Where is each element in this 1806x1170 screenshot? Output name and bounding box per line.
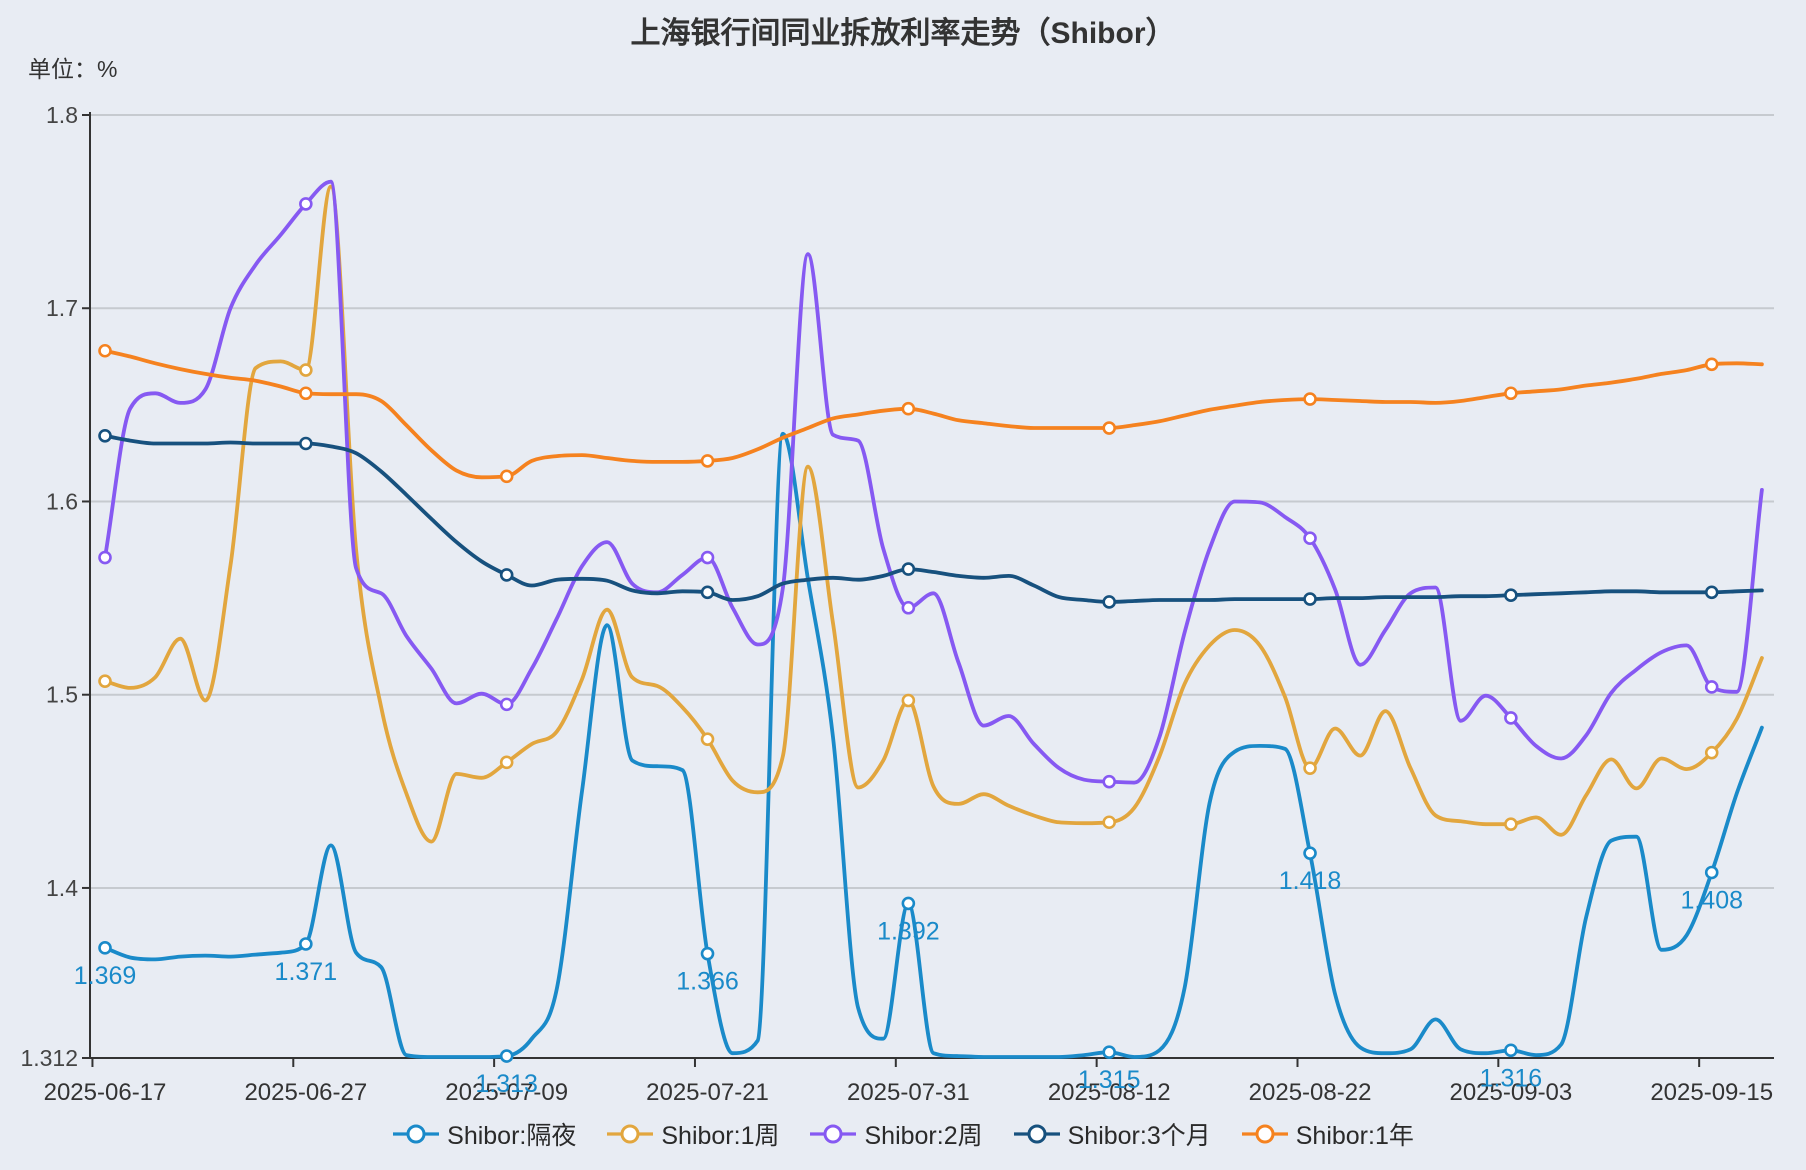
series-marker-Shibor:1周	[1102, 815, 1116, 830]
legend-marker-icon	[607, 1124, 654, 1144]
legend-marker-icon	[393, 1124, 440, 1144]
series-marker-Shibor:2周	[98, 550, 112, 565]
series-marker-Shibor:3个月	[1303, 592, 1317, 606]
series-marker-Shibor:2周	[299, 197, 313, 211]
legend-marker-icon	[810, 1124, 857, 1144]
legend-item-Shibor:2周[interactable]: Shibor:2周	[809, 1116, 983, 1152]
x-axis-label: 2025-08-22	[1249, 1079, 1372, 1106]
x-axis-label: 2025-07-21	[646, 1079, 769, 1106]
series-marker-Shibor:1周	[1704, 745, 1719, 760]
series-marker-Shibor:2周	[700, 550, 715, 565]
series-marker-Shibor:1周	[1303, 761, 1317, 775]
series-marker-Shibor:2周	[1303, 531, 1317, 545]
series-line-Shibor:2周	[103, 179, 1764, 785]
legend-item-Shibor:隔夜[interactable]: Shibor:隔夜	[392, 1116, 576, 1152]
series-marker-Shibor:1年	[1303, 392, 1317, 406]
series-marker-Shibor:3个月	[1504, 588, 1518, 602]
legend-item-Shibor:3个月[interactable]: Shibor:3个月	[1013, 1116, 1211, 1152]
legend-label: Shibor:1年	[1295, 1122, 1414, 1150]
series-line-Shibor:1年	[103, 348, 1764, 480]
legend-label: Shibor:隔夜	[447, 1122, 577, 1150]
y-axis-label: 1.6	[46, 488, 78, 514]
legend-label: Shibor:1周	[661, 1122, 780, 1150]
y-axis-label: 1.5	[46, 682, 78, 708]
series-marker-Shibor:1周	[700, 732, 715, 746]
series-marker-Shibor:1年	[1504, 386, 1518, 401]
series-marker-Shibor:2周	[1102, 774, 1116, 789]
series-line-Shibor:3个月	[103, 433, 1764, 604]
y-axis-label: 1.8	[46, 102, 78, 128]
series-marker-Shibor:3个月	[901, 562, 916, 576]
legend-item-Shibor:1年[interactable]: Shibor:1年	[1241, 1116, 1414, 1152]
x-axis-label: 2025-06-27	[244, 1079, 367, 1106]
series-marker-Shibor:1年	[1102, 421, 1116, 435]
series-marker-Shibor:隔夜	[1102, 1045, 1116, 1060]
x-axis-label: 2025-08-12	[1048, 1079, 1171, 1106]
series-marker-Shibor:隔夜	[299, 937, 313, 951]
series-marker-Shibor:1年	[499, 469, 514, 484]
point-label: 1.316	[1480, 1064, 1543, 1092]
series-marker-Shibor:2周	[901, 600, 916, 615]
y-axis-label: 1.4	[46, 875, 78, 901]
series-marker-Shibor:1周	[1504, 817, 1518, 831]
point-label: 1.369	[74, 962, 137, 990]
series-marker-Shibor:3个月	[700, 585, 715, 600]
series-marker-Shibor:2周	[499, 697, 514, 712]
series-marker-Shibor:隔夜	[700, 946, 715, 961]
point-label: 1.408	[1680, 886, 1743, 914]
series-marker-Shibor:2周	[1704, 680, 1719, 694]
unit-label: 单位：%	[28, 56, 118, 82]
x-axis-label: 2025-07-31	[847, 1079, 970, 1106]
series-marker-Shibor:1年	[299, 386, 313, 401]
legend-label: Shibor:3个月	[1067, 1122, 1211, 1150]
series-marker-Shibor:隔夜	[98, 941, 112, 955]
point-label: 1.371	[275, 958, 338, 986]
y-axis-label: 1.7	[46, 295, 78, 321]
series-marker-Shibor:3个月	[499, 568, 514, 582]
series-marker-Shibor:1周	[901, 693, 916, 708]
x-axis-label: 2025-06-17	[44, 1079, 167, 1106]
legend-marker-icon	[1013, 1124, 1060, 1144]
series-line-Shibor:1周	[103, 184, 1764, 844]
legend-label: Shibor:2周	[864, 1122, 983, 1150]
series-marker-Shibor:1周	[98, 674, 112, 688]
legend-item-Shibor:1周[interactable]: Shibor:1周	[606, 1116, 779, 1152]
series-marker-Shibor:1年	[1704, 357, 1719, 372]
series-marker-Shibor:3个月	[1102, 595, 1116, 609]
x-axis-label: 2025-09-15	[1650, 1079, 1773, 1106]
point-label: 1.313	[475, 1070, 538, 1098]
series-marker-Shibor:3个月	[98, 428, 112, 443]
series-marker-Shibor:1年	[98, 343, 112, 358]
series-marker-Shibor:1年	[700, 454, 715, 468]
series-marker-Shibor:1周	[499, 755, 514, 770]
point-label: 1.418	[1279, 867, 1342, 895]
series-marker-Shibor:1年	[901, 401, 916, 416]
series-marker-Shibor:隔夜	[1704, 865, 1719, 880]
series-line-Shibor:隔夜	[103, 431, 1764, 1059]
series-marker-Shibor:3个月	[1704, 585, 1719, 600]
point-label: 1.366	[676, 968, 739, 996]
series-marker-Shibor:隔夜	[499, 1049, 514, 1063]
y-axis-label: 1.312	[20, 1045, 78, 1071]
x-axis-label: 2025-07-09	[445, 1079, 568, 1106]
series-marker-Shibor:3个月	[299, 436, 313, 451]
x-axis-label: 2025-09-03	[1449, 1079, 1572, 1106]
point-label: 1.392	[877, 917, 940, 945]
legend-marker-icon	[1241, 1124, 1288, 1144]
series-marker-Shibor:2周	[1504, 711, 1518, 725]
chart-title: 上海银行间同业拆放利率走势（Shibor）	[630, 17, 1176, 50]
series-marker-Shibor:隔夜	[901, 896, 916, 911]
series-marker-Shibor:隔夜	[1504, 1043, 1518, 1058]
point-label: 1.315	[1078, 1066, 1141, 1094]
chart-legend: Shibor:隔夜 Shibor:1周 Shibor:2周 Shibor:3个月 Shi…	[0, 1116, 1806, 1152]
series-marker-Shibor:1周	[299, 363, 313, 377]
series-marker-Shibor:隔夜	[1303, 846, 1317, 860]
